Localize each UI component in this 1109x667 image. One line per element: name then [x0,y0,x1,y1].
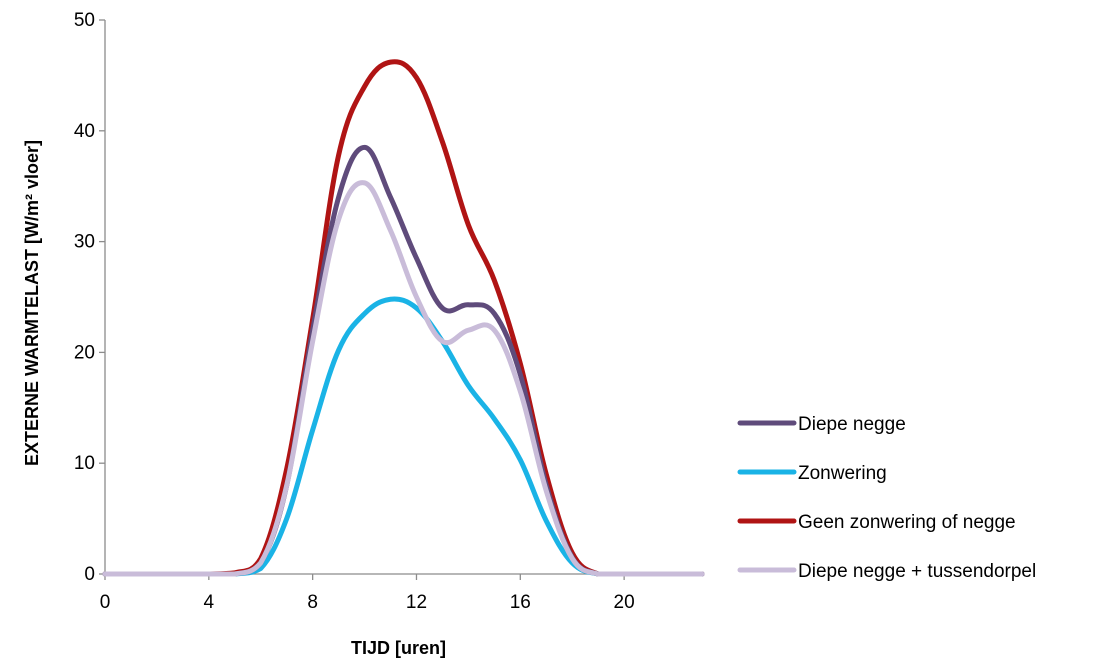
series-lines [102,59,705,577]
x-tick-label: 20 [614,592,635,613]
legend-label-geen-zonwering-of-negge: Geen zonwering of negge [798,512,1016,533]
series-line-zonwering [102,296,705,577]
y-tick-label: 40 [74,121,95,142]
y-tick-label: 0 [84,564,95,585]
legend-label-zonwering: Zonwering [798,463,887,484]
series-line-geen-zonwering-of-negge [102,59,705,577]
x-tick-label: 4 [204,592,215,613]
y-tick-label: 50 [74,10,95,31]
legend-label-diepe-negge-tussendorpel: Diepe negge + tussendorpel [798,561,1036,582]
x-tick-labels: 0 4 8 12 16 20 [100,574,635,613]
legend: Diepe negge Zonwering Geen zonwering of ne… [737,414,1036,582]
x-tick-label: 0 [100,592,111,613]
legend-label-diepe-negge: Diepe negge [798,414,906,435]
x-tick-label: 12 [406,592,427,613]
y-tick-label: 20 [74,342,95,363]
y-tick-label: 10 [74,453,95,474]
y-tick-labels: 0 10 20 30 40 50 [74,10,105,585]
y-tick-label: 30 [74,232,95,253]
series-line-diepe-negge-tussendorpel [102,180,705,577]
series-line-diepe-negge [102,144,705,577]
x-tick-label: 16 [510,592,531,613]
y-axis-title: EXTERNE WARMTELAST [W/m² vloer] [22,140,42,466]
x-axis-title: TIJD [uren] [351,638,446,658]
x-tick-label: 8 [307,592,318,613]
axes [104,20,702,575]
